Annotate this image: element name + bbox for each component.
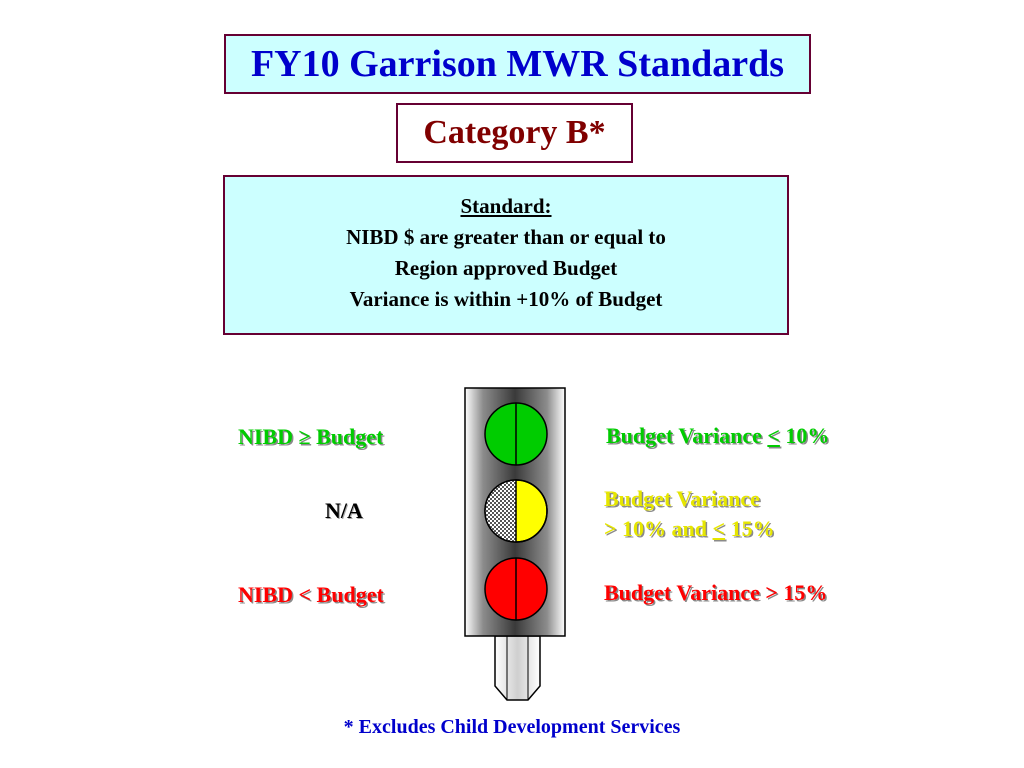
standard-line-1: NIBD $ are greater than or equal to	[346, 225, 666, 249]
label-na: N/A	[325, 498, 363, 523]
standard-line-3: Variance is within +10% of Budget	[349, 287, 663, 311]
footnote: * Excludes Child Development Services	[343, 716, 681, 738]
standard-line-2: Region approved Budget	[394, 256, 618, 280]
label-nibd-lt-budget: NIBD < Budget	[238, 582, 384, 607]
variance-yellow-line-2: > 10% and < 15%	[604, 514, 775, 544]
variance-yellow-suffix: 15%	[725, 516, 775, 541]
variance-yellow-line-1: Budget Variance	[604, 486, 760, 511]
label-variance-yellow: Budget Variance > 10% and < 15%	[604, 484, 775, 544]
yellow-light-icon	[484, 479, 548, 543]
page-title-box: FY10 Garrison MWR Standards	[224, 34, 811, 94]
label-variance-red: Budget Variance > 15%	[604, 580, 828, 605]
category-box: Category B*	[396, 103, 633, 163]
green-light-icon	[484, 402, 548, 466]
variance-yellow-symbol: <	[712, 516, 726, 541]
standard-heading: Standard:	[460, 194, 552, 218]
traffic-light-pole	[494, 635, 541, 701]
standard-box: Standard: NIBD $ are greater than or equ…	[223, 175, 789, 335]
label-variance-green: Budget Variance < 10%	[606, 423, 829, 449]
category-label: Category B*	[423, 114, 606, 151]
variance-green-symbol: <	[767, 423, 780, 448]
label-nibd-ge-budget: NIBD ≥ Budget	[238, 424, 384, 449]
red-light-icon	[484, 557, 548, 621]
page-title: FY10 Garrison MWR Standards	[250, 43, 785, 85]
variance-yellow-prefix: > 10% and	[604, 516, 713, 541]
variance-green-suffix: 10%	[779, 423, 830, 448]
variance-green-prefix: Budget Variance	[606, 423, 768, 448]
